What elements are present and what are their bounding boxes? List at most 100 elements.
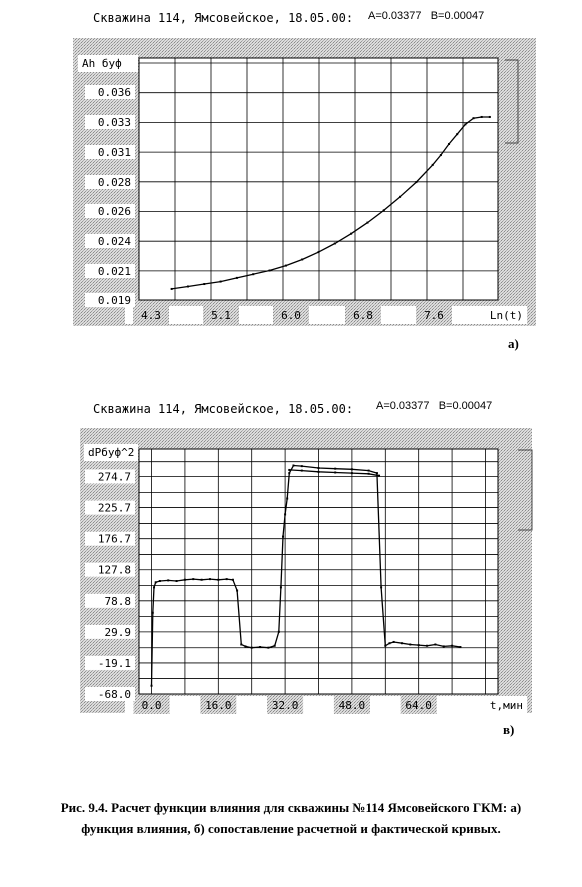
y-tick-box	[85, 145, 135, 159]
right-bracket	[518, 449, 533, 531]
y-tick-label: 0.028	[98, 176, 131, 189]
chart-a-params: A=0.03377 B=0.00047	[368, 10, 485, 22]
data-point	[350, 472, 353, 475]
data-point	[451, 644, 454, 647]
x-tick-label: 16.0	[205, 699, 232, 712]
data-point	[378, 474, 381, 477]
x-tick-label: 4.3	[141, 309, 161, 322]
x-tick-band	[125, 306, 527, 324]
y-tick-label: 78.8	[105, 595, 132, 608]
data-point	[279, 586, 282, 589]
data-point	[300, 469, 303, 472]
data-point	[175, 580, 178, 583]
data-point	[439, 154, 442, 157]
data-point	[153, 586, 156, 589]
data-point	[252, 273, 255, 276]
data-point	[409, 643, 412, 646]
x-tick-label: 6.8	[353, 309, 373, 322]
y-tick-label: 0.031	[98, 146, 131, 159]
x-tick-gap	[345, 306, 381, 324]
x-tick-label: 48.0	[339, 699, 366, 712]
chart-a-header: Скважина 114, Ямсовейское, 18.05.00:	[93, 11, 354, 25]
y-tick-label: 29.9	[105, 626, 132, 639]
y-tick-box	[85, 687, 135, 701]
x-tick-label: 7.6	[424, 309, 444, 322]
data-point	[259, 646, 262, 649]
data-point	[273, 644, 276, 647]
y-tick-box	[85, 562, 135, 577]
data-point	[367, 472, 370, 475]
data-point	[292, 464, 295, 467]
y-tick-box	[85, 469, 135, 484]
data-point	[268, 269, 271, 272]
series-line-1	[171, 116, 490, 290]
data-point	[426, 644, 429, 647]
data-point	[219, 280, 222, 283]
data-point	[317, 467, 320, 470]
data-point	[442, 645, 445, 648]
data-point	[388, 642, 391, 645]
y-tick-label: 0.024	[98, 235, 131, 248]
data-point	[301, 258, 304, 261]
data-point	[334, 467, 337, 470]
data-point	[250, 646, 253, 649]
y-tick-label: 274.7	[98, 470, 131, 483]
y-tick-box	[85, 593, 135, 608]
chart-b-header: Скважина 114, Ямсовейское, 18.05.00:	[93, 402, 354, 416]
y-tick-box	[85, 500, 135, 515]
data-point	[456, 133, 459, 136]
chart-b: 0.0 16.0 32.0 48.0 64.0 t,мин dPбуф^2 274.7 225.…	[80, 428, 533, 714]
x-tick-label: 0.0	[142, 699, 162, 712]
data-point	[448, 142, 451, 145]
chart-b-panel-label: в)	[503, 722, 515, 737]
data-point	[186, 285, 189, 288]
x-tick-gap	[203, 306, 239, 324]
x-tick-label: 5.1	[211, 309, 231, 322]
x-tick-gap	[400, 696, 437, 714]
y-tick-box	[85, 234, 135, 248]
data-point	[350, 232, 353, 235]
data-point	[244, 645, 247, 648]
grid	[139, 449, 498, 695]
data-point	[415, 181, 418, 184]
data-point	[282, 535, 285, 538]
data-point	[170, 287, 173, 290]
data-point	[317, 251, 320, 254]
data-point	[183, 578, 186, 581]
data-point	[480, 115, 483, 118]
data-point	[431, 163, 434, 166]
grid	[138, 58, 499, 300]
data-point	[240, 643, 243, 646]
x-tick-gap	[333, 696, 370, 714]
data-point	[333, 242, 336, 245]
y-tick-box	[85, 624, 135, 639]
data-point	[384, 644, 387, 647]
data-point	[236, 589, 239, 592]
data-point	[434, 643, 437, 646]
data-point	[151, 611, 154, 614]
y-label-box	[78, 55, 138, 72]
data-point	[317, 470, 320, 473]
data-point	[417, 644, 420, 647]
data-point	[399, 195, 402, 198]
data-point	[150, 684, 153, 687]
chart-a-panel-label: а)	[508, 336, 519, 351]
x-tick-label: 64.0	[405, 699, 432, 712]
y-tick-label: 225.7	[98, 502, 131, 515]
data-point	[208, 578, 211, 581]
data-point	[154, 581, 157, 584]
data-point	[400, 642, 403, 645]
x-tick-gap	[133, 696, 170, 714]
data-point	[288, 468, 291, 471]
data-point	[459, 646, 462, 649]
data-point	[367, 469, 370, 472]
data-point	[231, 578, 234, 581]
data-point	[235, 276, 238, 279]
y-tick-box	[85, 264, 135, 278]
data-point	[203, 283, 206, 286]
data-point	[380, 586, 383, 589]
y-axis-label: Ah буф	[82, 57, 122, 70]
data-point	[167, 579, 170, 582]
x-tick-gap	[416, 306, 452, 324]
